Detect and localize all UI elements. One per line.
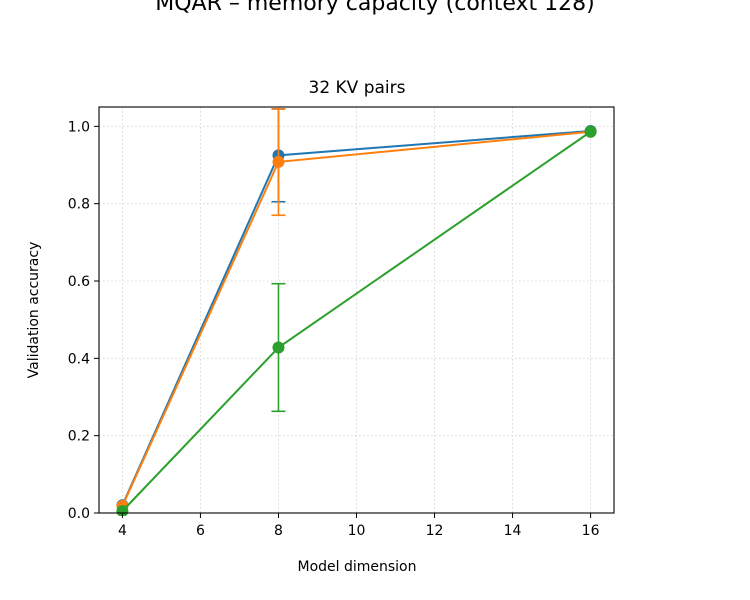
figure-suptitle: MQAR – memory capacity (context 128) <box>155 0 594 16</box>
x-tick-label: 14 <box>504 523 522 539</box>
data-point <box>272 341 285 354</box>
y-axis-label: Validation accuracy <box>26 242 42 379</box>
chart-title: 32 KV pairs <box>309 78 406 98</box>
x-tick-label: 12 <box>426 523 444 539</box>
x-tick-label: 4 <box>118 523 127 539</box>
y-tick-label: 0.8 <box>68 197 90 213</box>
data-point <box>272 155 285 168</box>
y-tick-label: 0.0 <box>68 506 90 522</box>
series-0 <box>116 108 597 512</box>
series-line <box>121 130 592 512</box>
y-tick-label: 0.6 <box>68 274 90 290</box>
y-tick-label: 0.2 <box>68 429 90 445</box>
y-tick-label: 1.0 <box>68 119 90 135</box>
x-tick-label: 16 <box>582 523 600 539</box>
plot-area: 4 6 8 10 12 14 16 0.0 0.2 0.4 0.6 0.8 1.0 <box>68 106 615 539</box>
x-tick-label: 6 <box>196 523 205 539</box>
series-2 <box>116 125 597 516</box>
y-tick-label: 0.4 <box>68 351 90 367</box>
data-point <box>584 125 597 138</box>
x-tick-label: 10 <box>348 523 366 539</box>
x-axis-label: Model dimension <box>297 559 416 575</box>
x-tick-label: 8 <box>274 523 283 539</box>
